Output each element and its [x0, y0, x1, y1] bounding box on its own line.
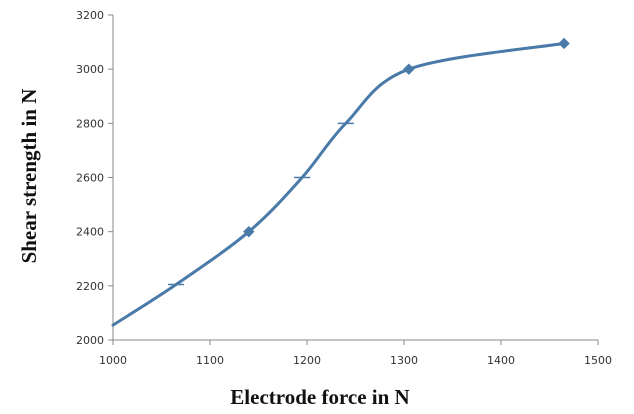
x-tick-label: 1200	[293, 354, 321, 367]
data-point-marker	[558, 37, 570, 50]
y-tick-label: 3000	[76, 63, 104, 76]
y-tick-label: 2200	[76, 280, 104, 293]
data-point-marker	[243, 225, 255, 238]
data-point-marker	[403, 63, 415, 75]
y-tick-label: 2600	[76, 172, 104, 185]
y-tick-label: 2400	[76, 226, 104, 239]
y-tick-label: 2800	[76, 117, 104, 130]
y-tick-label: 2000	[76, 334, 104, 347]
axes	[112, 15, 598, 341]
x-axis-label: Electrode force in N	[230, 385, 409, 409]
y-axis-label: Shear strength in N	[17, 89, 41, 264]
series-line	[111, 41, 566, 327]
y-tick-label: 3200	[76, 9, 104, 22]
x-tick-label: 1100	[196, 354, 224, 367]
x-tick-label: 1300	[390, 354, 418, 367]
series	[111, 37, 570, 327]
x-tick-label: 1500	[584, 354, 612, 367]
ticks: 2000 2200 2400 2600 2800 3000 3200 1000 1100 1200…	[76, 9, 612, 367]
x-tick-label: 1000	[99, 354, 127, 367]
x-tick-label: 1400	[487, 354, 515, 367]
